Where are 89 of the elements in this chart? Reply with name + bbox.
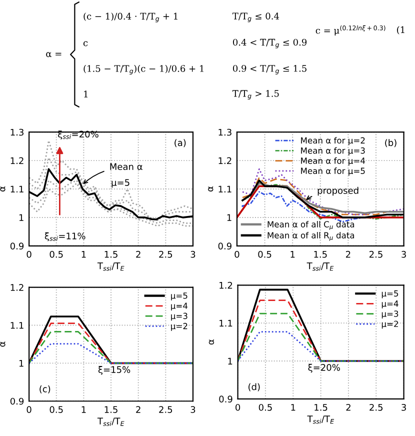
legend-label: Mean α for μ=4	[301, 157, 366, 166]
y-tick-label: 1.3	[10, 128, 24, 136]
x-axis-title: T$_{ssi}$/T$_{E}$	[97, 418, 124, 426]
legend-label: Mean α of all C$_{μ}$ data	[268, 220, 354, 230]
legend-label: μ=5	[382, 290, 398, 298]
text: 1	[84, 90, 88, 98]
x-tick-label: 3	[402, 404, 406, 411]
y-axis-title: α	[0, 342, 6, 347]
x-tick-label: 1	[291, 404, 296, 411]
x-tick-label: 1	[82, 406, 86, 413]
x-tick-label: 1	[290, 251, 295, 258]
y-tick-label: 1.1	[10, 322, 24, 329]
y-tick-label: 1.1	[10, 186, 24, 192]
text: (1.5 − T/T$_{g}$)(c − 1)/0.6 + 1	[84, 64, 204, 75]
y-tick-label: 1.1	[218, 186, 232, 192]
x-tick-label: 1.5	[104, 406, 118, 413]
x-tick-label: 0	[26, 406, 32, 413]
text: c = μ$^{(0.12lnξ+0.3)}$	[316, 25, 386, 36]
text: (1	[397, 26, 404, 34]
y-tick-label: 1	[227, 214, 232, 221]
annotation: (b)	[385, 139, 396, 148]
y-axis-title: α	[0, 186, 6, 192]
text: 0.4 < T/T$_{g}$ ≤ 0.9	[232, 38, 307, 48]
text: T/T$_{g}$ > 1.5	[232, 90, 279, 100]
y-axis-title: α	[208, 186, 214, 192]
x-tick-label: 0.5	[50, 406, 63, 413]
x-tick-label: 1.5	[104, 251, 118, 258]
legend-label: μ=3	[171, 312, 188, 321]
y-tick-label: 1.1	[220, 320, 232, 327]
annotation: ξ$_{ssi}$=11%	[44, 232, 86, 242]
x-tick-label: 1.5	[314, 404, 328, 411]
text: α =	[46, 52, 62, 58]
y-tick-label: 1.3	[218, 128, 232, 136]
legend-label: μ=3	[382, 310, 398, 319]
x-tick-label: 3	[190, 406, 196, 413]
x-tick-label: 0	[234, 250, 240, 258]
text: c	[83, 41, 88, 46]
x-tick-label: 1	[82, 251, 86, 258]
y-tick-label: 0.9	[219, 396, 232, 402]
x-tick-label: 0	[236, 404, 240, 411]
annotation: (a)	[174, 139, 186, 148]
x-tick-label: 3	[402, 250, 406, 258]
x-tick-label: 2.5	[159, 406, 172, 413]
legend-label: μ=5	[171, 292, 188, 300]
y-axis-title: α	[208, 340, 214, 345]
x-tick-label: 2.5	[370, 404, 383, 411]
y-tick-label: 1.2	[220, 282, 232, 289]
x-tick-label: 0.5	[258, 250, 272, 258]
x-tick-label: 2	[136, 250, 140, 258]
x-axis-title: T$_{ssi}$/T$_{E}$	[307, 416, 334, 424]
x-tick-label: 2	[346, 250, 350, 258]
y-tick-label: 1.2	[10, 157, 24, 164]
y-tick-label: 1	[19, 360, 24, 367]
x-tick-label: 3	[190, 250, 196, 258]
x-tick-label: 2	[346, 404, 350, 411]
x-axis-title: T$_{ssi}$/T$_{E}$	[306, 262, 334, 271]
y-tick-label: 0.9	[218, 242, 232, 250]
y-tick-label: 1.2	[218, 157, 232, 164]
y-tick-label: 0.9	[10, 242, 24, 250]
annotation: μ=5	[112, 179, 130, 188]
x-tick-label: 0.5	[50, 250, 63, 258]
legend-label: μ=2	[382, 320, 398, 329]
x-axis-title: T$_{ssi}$/T$_{E}$	[97, 262, 124, 271]
text: 0.9 < T/T$_{g}$ ≤ 1.5	[232, 64, 306, 74]
legend-label: Mean α for μ=2	[301, 137, 365, 146]
x-tick-label: 1.5	[314, 251, 327, 258]
legend-label: μ=4	[382, 300, 398, 308]
y-tick-label: 1.2	[10, 284, 24, 291]
text: T/T$_{g}$ ≤ 0.4	[232, 12, 280, 22]
legend-label: Mean α of all R$_{μ}$ data	[268, 232, 354, 241]
annotation: Mean α	[110, 163, 142, 170]
x-tick-label: 2	[136, 406, 140, 413]
y-tick-label: 0.9	[10, 398, 24, 405]
legend-label: Mean α for μ=3	[301, 147, 365, 156]
x-tick-label: 2.5	[369, 250, 382, 258]
y-tick-label: 1	[228, 358, 232, 364]
annotation: ξ=20%	[308, 364, 340, 373]
legend-label: μ=2	[171, 322, 188, 331]
x-tick-label: 0	[26, 250, 32, 258]
annotation: (d)	[248, 383, 260, 392]
annotation: (c)	[40, 385, 50, 394]
annotation: ξ=15%	[98, 366, 130, 375]
y-tick-label: 1	[19, 214, 24, 221]
legend-label: μ=4	[171, 302, 188, 311]
text: (c − 1)/0.4 · T/T$_{g}$ + 1	[84, 12, 178, 22]
annotation: proposed	[318, 186, 358, 196]
x-tick-label: 0.5	[258, 404, 272, 411]
x-tick-label: 2.5	[159, 250, 172, 258]
legend-label: Mean α for μ=5	[301, 168, 365, 176]
